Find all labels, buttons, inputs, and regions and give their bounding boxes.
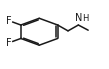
Text: F: F: [6, 16, 12, 26]
Text: N: N: [75, 13, 82, 23]
Text: H: H: [82, 14, 88, 23]
Text: F: F: [6, 38, 12, 48]
